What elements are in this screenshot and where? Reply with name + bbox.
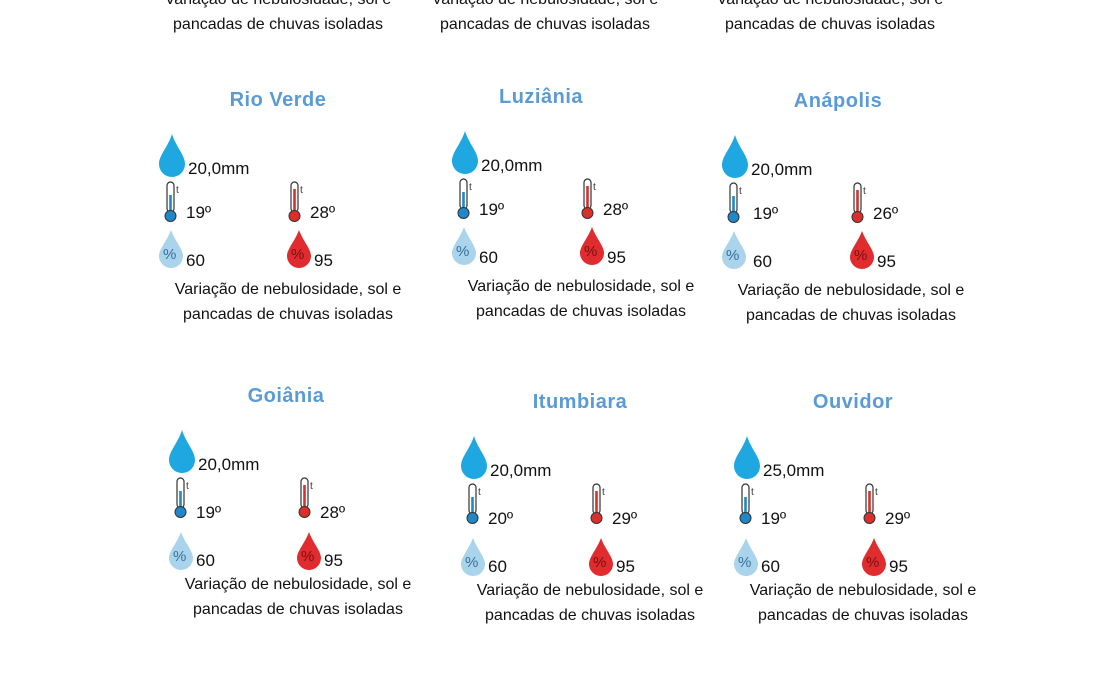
humidity-max-icon: [861, 537, 887, 577]
temp-min: 19º: [186, 203, 212, 222]
temp-min: 19º: [753, 204, 779, 223]
thermometer-hot-icon: [588, 483, 608, 525]
temp-min: 19º: [479, 200, 505, 219]
humidity-max-icon: [296, 531, 322, 571]
humidity-max-icon: [588, 537, 614, 577]
thermometer-hot-icon: [296, 477, 316, 519]
city-name: Ouvidor: [812, 391, 894, 413]
rain-value: 20,0mm: [481, 156, 543, 175]
temp-min: 20º: [488, 509, 514, 528]
humidity-min: 60: [196, 551, 215, 570]
temp-min: 19º: [761, 509, 787, 528]
humidity-max: 95: [324, 551, 343, 570]
rain-value: 20,0mm: [198, 455, 260, 474]
rain-value: 20,0mm: [188, 159, 250, 178]
weather-description: Variação de nebulosidade, sol e pancadas…: [467, 278, 695, 320]
rain-value: 25,0mm: [763, 461, 825, 480]
humidity-max-icon: [286, 229, 312, 269]
city-card-ouvidor: Ouvidor 25,0mm 19º 29º 60 95 Variação de…: [733, 391, 993, 661]
raindrop-icon: [168, 429, 196, 473]
city-card-itumbiara: Itumbiara 20,0mm 20º 29º 60 95 Variação …: [460, 391, 720, 661]
humidity-max: 95: [616, 557, 635, 576]
humidity-min-icon: [451, 226, 477, 266]
humidity-min: 60: [186, 251, 205, 270]
temp-min: 19º: [196, 503, 222, 522]
top-description-1: Variação de nebulosidade, sol e pancadas…: [165, 0, 392, 33]
weather-description: Variação de nebulosidade, sol e pancadas…: [737, 282, 965, 324]
temp-max: 28º: [310, 203, 336, 222]
thermometer-hot-icon: [849, 182, 869, 224]
humidity-max-icon: [849, 230, 875, 270]
thermometer-hot-icon: [861, 483, 881, 525]
thermometer-cold-icon: [737, 483, 757, 525]
weather-description: Variação de nebulosidade, sol e pancadas…: [184, 576, 412, 618]
weather-description: Variação de nebulosidade, sol e pancadas…: [174, 281, 402, 323]
raindrop-icon: [721, 134, 749, 178]
raindrop-icon: [733, 435, 761, 479]
raindrop-icon: [158, 133, 186, 177]
humidity-min-icon: [168, 531, 194, 571]
city-name: Itumbiara: [532, 391, 628, 413]
city-card-goiania: Goiânia 20,0mm 19º 28º 60 95 Variação de…: [168, 385, 428, 655]
humidity-max: 95: [314, 251, 333, 270]
city-name: Anápolis: [793, 90, 883, 112]
city-card-luziania: Luziânia 20,0mm 19º 28º 60 95 Variação d…: [451, 86, 711, 356]
humidity-min-icon: [733, 537, 759, 577]
thermometer-cold-icon: [464, 483, 484, 525]
city-name: Goiânia: [247, 385, 325, 407]
top-description-2: Variação de nebulosidade, sol e pancadas…: [432, 0, 659, 33]
city-card-rio-verde: Rio Verde 20,0mm 19º 28º 60 95 Variação …: [158, 89, 418, 359]
thermometer-hot-icon: [579, 178, 599, 220]
city-name: Luziânia: [498, 86, 583, 108]
thermometer-cold-icon: [172, 477, 192, 519]
humidity-min: 60: [753, 252, 772, 271]
temp-max: 29º: [885, 509, 911, 528]
humidity-min-icon: [158, 229, 184, 269]
humidity-min: 60: [761, 557, 780, 576]
temp-max: 26º: [873, 204, 899, 223]
thermometer-cold-icon: [725, 182, 745, 224]
humidity-min-icon: [721, 230, 747, 270]
humidity-max: 95: [889, 557, 908, 576]
temp-max: 28º: [320, 503, 346, 522]
city-name: Rio Verde: [229, 89, 327, 111]
top-description-3: Variação de nebulosidade, sol e pancadas…: [717, 0, 944, 33]
humidity-min: 60: [488, 557, 507, 576]
humidity-max: 95: [607, 248, 626, 267]
raindrop-icon: [460, 435, 488, 479]
humidity-min: 60: [479, 248, 498, 267]
temp-max: 29º: [612, 509, 638, 528]
raindrop-icon: [451, 130, 479, 174]
thermometer-cold-icon: [455, 178, 475, 220]
city-card-anapolis: Anápolis 20,0mm 19º 26º 60 95 Variação d…: [721, 90, 981, 360]
thermometer-cold-icon: [162, 181, 182, 223]
thermometer-hot-icon: [286, 181, 306, 223]
rain-value: 20,0mm: [751, 160, 813, 179]
humidity-max: 95: [877, 252, 896, 271]
weather-description: Variação de nebulosidade, sol e pancadas…: [476, 582, 704, 624]
temp-max: 28º: [603, 200, 629, 219]
weather-description: Variação de nebulosidade, sol e pancadas…: [749, 582, 977, 624]
rain-value: 20,0mm: [490, 461, 552, 480]
humidity-max-icon: [579, 226, 605, 266]
humidity-min-icon: [460, 537, 486, 577]
